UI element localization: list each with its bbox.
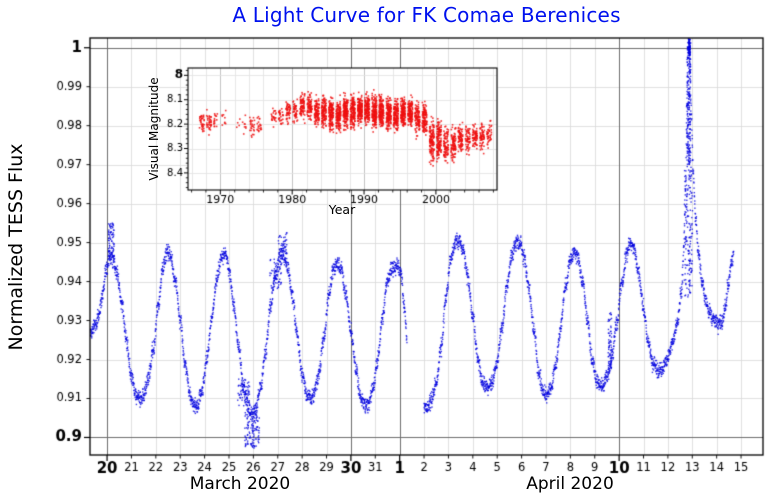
main-y-axis-label: Normalized TESS Flux bbox=[5, 143, 27, 351]
inset-x-axis-label: Year bbox=[328, 202, 356, 217]
chart-title: A Light Curve for FK Comae Berenices bbox=[232, 3, 621, 27]
x-axis-group-label-april: April 2020 bbox=[526, 474, 614, 494]
x-axis-group-label-march: March 2020 bbox=[189, 474, 291, 494]
inset-y-axis-label: Visual Magnitude bbox=[147, 77, 161, 181]
